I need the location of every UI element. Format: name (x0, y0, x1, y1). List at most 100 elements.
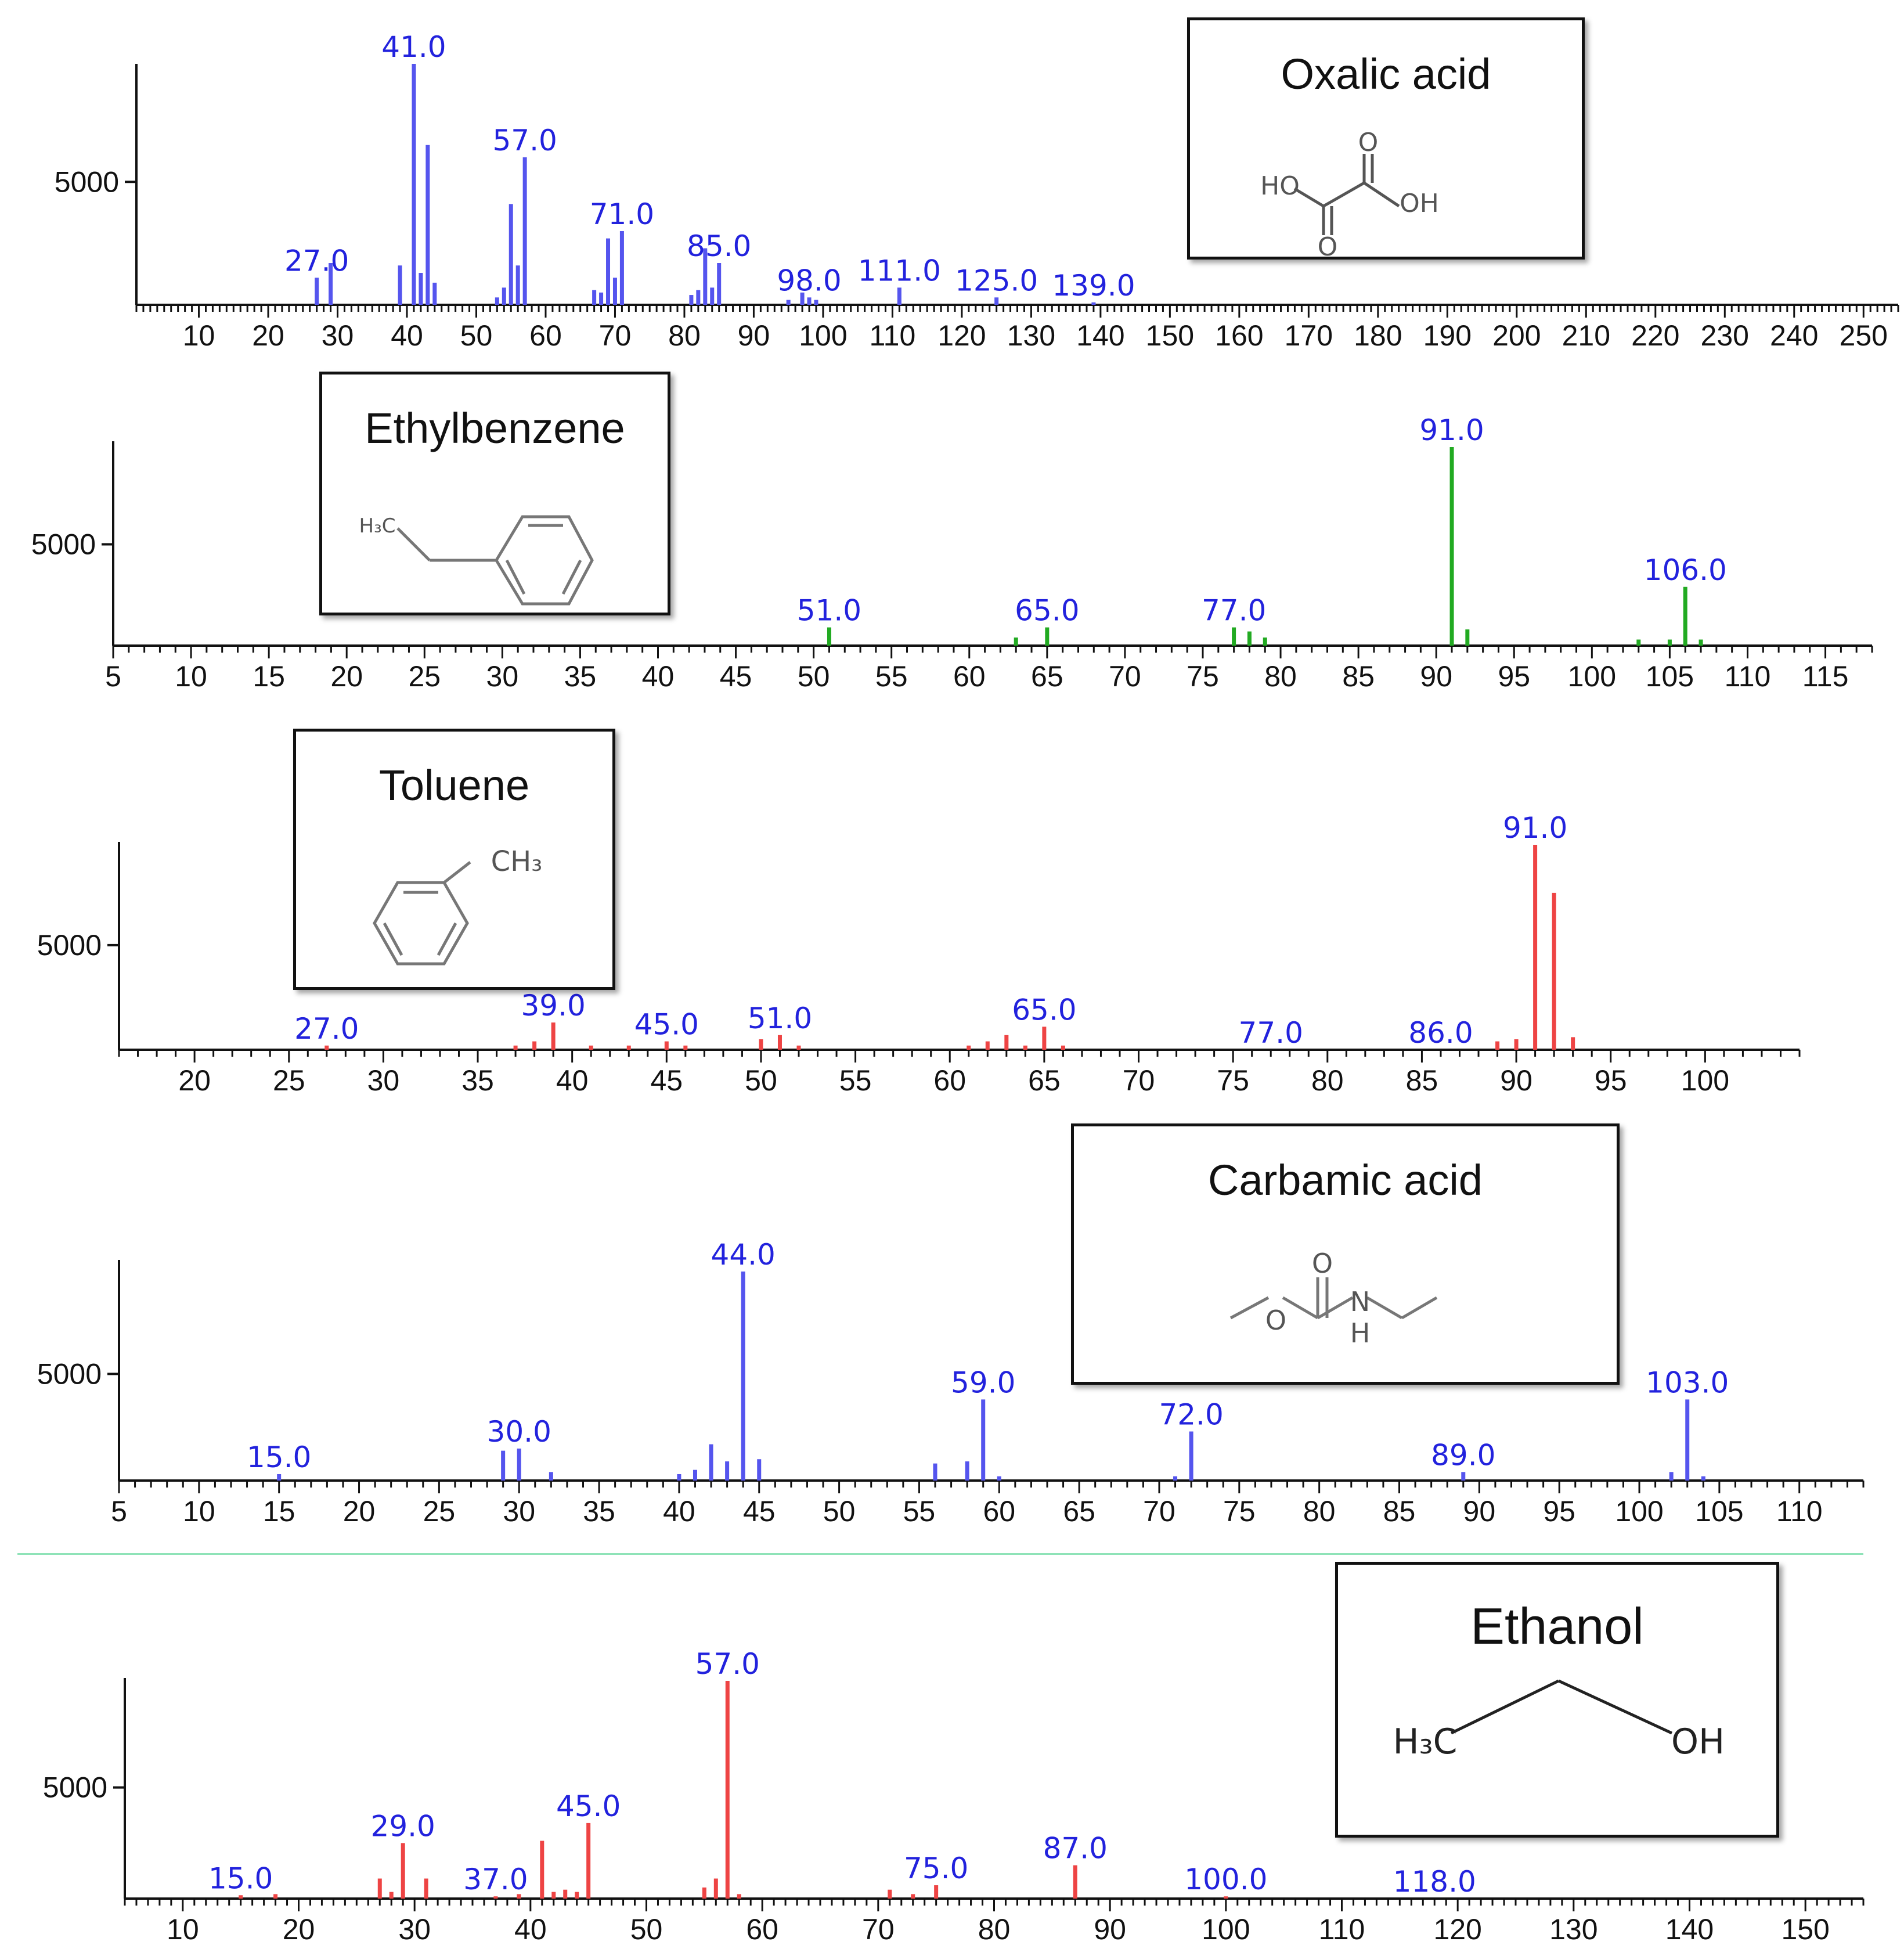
x-tick-label: 10 (167, 1913, 199, 1946)
x-tick-label: 110 (870, 319, 916, 352)
x-tick-label: 120 (1433, 1913, 1481, 1946)
y-tick-label: 5000 (37, 1357, 102, 1390)
x-tick-label: 80 (668, 319, 701, 352)
toluene-structure: CH₃ (373, 845, 542, 966)
x-tick-label: 110 (1776, 1495, 1823, 1528)
x-tick-label: 15 (263, 1495, 295, 1528)
x-tick-label: 45 (743, 1495, 776, 1528)
peak-label: 15.0 (208, 1861, 273, 1895)
peak-label: 106.0 (1644, 553, 1727, 587)
x-tick-label: 45 (720, 660, 752, 693)
peak-label: 100.0 (1184, 1863, 1267, 1896)
oxalic-ho-label: HO (1260, 171, 1300, 201)
x-tick-label: 190 (1423, 319, 1472, 352)
peak-label: 57.0 (492, 124, 557, 157)
peak-label: 125.0 (955, 264, 1038, 297)
x-tick-label: 100 (1568, 660, 1616, 693)
x-tick-label: 35 (564, 660, 597, 693)
x-tick-label: 40 (556, 1064, 589, 1097)
x-tick-label: 90 (1500, 1064, 1532, 1097)
x-tick-label: 70 (599, 319, 632, 352)
x-tick-label: 30 (503, 1495, 535, 1528)
x-tick-label: 30 (322, 319, 354, 352)
x-tick-label: 50 (630, 1913, 663, 1946)
peak-label: 65.0 (1015, 594, 1079, 628)
x-tick-label: 65 (1031, 660, 1063, 693)
oxalic-acid-structure-box: Oxalic acid HO OH O O (1187, 17, 1585, 262)
x-tick-label: 60 (746, 1913, 778, 1946)
peak-label: 75.0 (904, 1852, 968, 1885)
x-tick-label: 50 (823, 1495, 856, 1528)
x-tick-label: 40 (663, 1495, 695, 1528)
x-tick-label: 100 (1681, 1064, 1729, 1097)
x-tick-label: 130 (1549, 1913, 1598, 1946)
x-tick-label: 20 (252, 319, 284, 352)
x-tick-label: 140 (1665, 1913, 1714, 1946)
compound-name-oxalic-acid: Oxalic acid (1281, 50, 1491, 98)
peak-label: 15.0 (247, 1440, 311, 1474)
x-tick-label: 250 (1840, 319, 1888, 352)
carbamic-o-top-label: O (1312, 1248, 1333, 1279)
peak-label: 51.0 (748, 1002, 812, 1035)
carbamic-h-label: H (1350, 1317, 1371, 1349)
peak-label: 89.0 (1431, 1438, 1495, 1472)
x-tick-label: 50 (798, 660, 830, 693)
peak-label: 41.0 (381, 30, 446, 64)
x-tick-label: 60 (983, 1495, 1015, 1528)
x-tick-label: 100 (799, 319, 847, 352)
oxalic-oh-label: OH (1400, 189, 1439, 218)
x-tick-label: 120 (937, 319, 986, 352)
compound-name-carbamic-acid: Carbamic acid (1208, 1156, 1483, 1204)
peak-label: 118.0 (1393, 1865, 1476, 1899)
peak-label: 139.0 (1052, 269, 1135, 302)
x-tick-label: 65 (1028, 1064, 1061, 1097)
x-tick-label: 150 (1146, 319, 1194, 352)
x-tick-label: 90 (1420, 660, 1452, 693)
y-tick-label: 5000 (43, 1771, 107, 1804)
ethanol-h3c-label: H₃C (1393, 1721, 1457, 1762)
x-tick-label: 45 (651, 1064, 683, 1097)
x-tick-label: 90 (1094, 1913, 1126, 1946)
x-tick-label: 75 (1217, 1064, 1249, 1097)
x-tick-label: 55 (875, 660, 908, 693)
ethanol-structure: H₃C OH (1393, 1679, 1725, 1762)
ethanol-oh-label: OH (1671, 1721, 1725, 1762)
carbamic-acid-structure-box: Carbamic acid O O N H (1071, 1123, 1620, 1385)
peak-label: 86.0 (1408, 1016, 1473, 1050)
x-tick-label: 10 (183, 1495, 215, 1528)
x-tick-label: 95 (1595, 1064, 1627, 1097)
toluene-structure-box: Toluene CH₃ (293, 729, 615, 990)
x-tick-label: 25 (408, 660, 441, 693)
peak-label: 103.0 (1646, 1366, 1729, 1399)
x-tick-label: 50 (745, 1064, 777, 1097)
x-tick-label: 20 (343, 1495, 376, 1528)
x-tick-label: 80 (978, 1913, 1011, 1946)
x-tick-label: 65 (1063, 1495, 1095, 1528)
peak-label: 30.0 (487, 1415, 551, 1449)
x-tick-label: 230 (1701, 319, 1749, 352)
x-tick-label: 70 (1123, 1064, 1155, 1097)
oxalic-o-bottom-label: O (1318, 232, 1338, 262)
x-tick-label: 15 (253, 660, 285, 693)
x-tick-label: 35 (583, 1495, 615, 1528)
peak-label: 37.0 (463, 1863, 528, 1896)
ethanol-structure-box: Ethanol H₃C OH (1335, 1562, 1779, 1838)
peak-label: 45.0 (634, 1008, 699, 1042)
x-tick-label: 5 (105, 660, 121, 693)
x-tick-label: 95 (1543, 1495, 1575, 1528)
x-tick-label: 160 (1215, 319, 1263, 352)
x-tick-label: 110 (1319, 1913, 1365, 1946)
x-tick-label: 60 (953, 660, 986, 693)
x-tick-label: 70 (1143, 1495, 1175, 1528)
peak-label: 39.0 (521, 989, 585, 1022)
x-tick-label: 25 (423, 1495, 456, 1528)
x-tick-label: 30 (367, 1064, 400, 1097)
peak-label: 27.0 (294, 1012, 359, 1046)
x-tick-label: 20 (178, 1064, 211, 1097)
compound-name-ethylbenzene: Ethylbenzene (365, 404, 625, 452)
peak-label: 87.0 (1043, 1832, 1108, 1865)
ethylbenzene-structure: H₃C (359, 514, 594, 606)
oxalic-acid-structure: HO OH O O (1260, 128, 1439, 262)
x-tick-label: 85 (1342, 660, 1375, 693)
x-tick-label: 55 (903, 1495, 936, 1528)
